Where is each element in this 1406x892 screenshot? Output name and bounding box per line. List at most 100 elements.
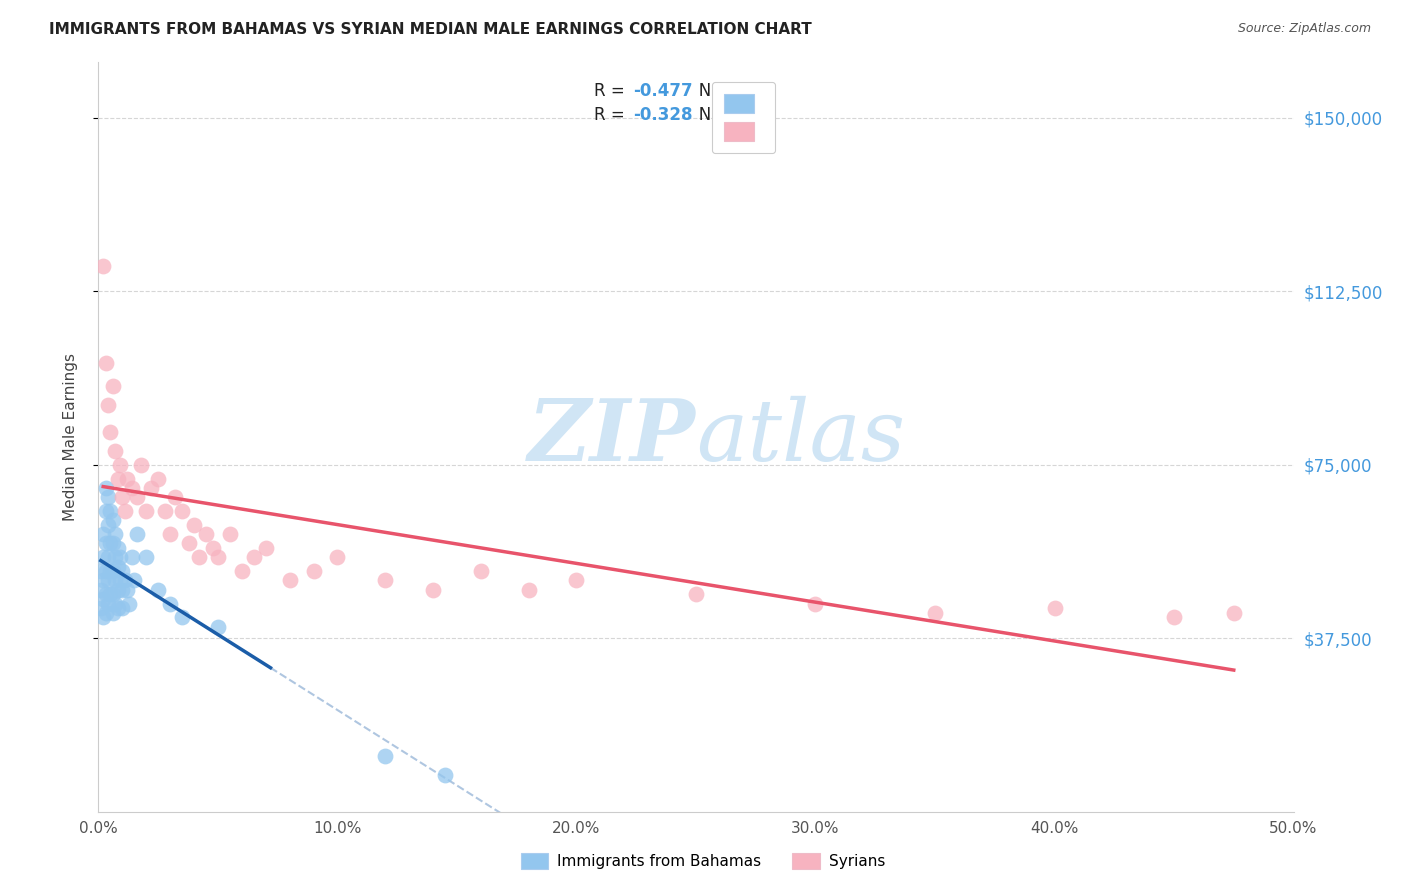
- Point: [111, 582, 134, 597]
- Point: [114, 574, 136, 588]
- Point: [104, 597, 127, 611]
- Point: [278, 574, 301, 588]
- Point: [159, 597, 181, 611]
- Point: [97, 550, 120, 565]
- Point: [924, 606, 946, 620]
- Point: [172, 504, 194, 518]
- Point: [97, 574, 120, 588]
- Point: [135, 550, 157, 565]
- Point: [121, 481, 143, 495]
- Point: [94, 587, 117, 601]
- Point: [685, 587, 707, 601]
- Point: [94, 481, 117, 495]
- Point: [94, 504, 117, 518]
- Point: [111, 564, 134, 578]
- Point: [98, 587, 122, 601]
- Point: [517, 582, 540, 597]
- Point: [104, 574, 127, 588]
- Point: [94, 564, 117, 578]
- Point: [172, 610, 194, 624]
- Point: [111, 490, 134, 504]
- Text: -0.477: -0.477: [633, 82, 692, 100]
- Point: [107, 472, 129, 486]
- Point: [107, 582, 129, 597]
- Point: [101, 536, 124, 550]
- Legend: , : ,: [711, 82, 776, 153]
- Text: atlas: atlas: [696, 396, 905, 478]
- Point: [107, 541, 129, 555]
- Text: R =: R =: [595, 106, 630, 124]
- Point: [118, 597, 141, 611]
- Text: R =: R =: [595, 82, 630, 100]
- Point: [422, 582, 444, 597]
- Point: [434, 768, 457, 782]
- Point: [107, 559, 129, 574]
- Point: [302, 564, 325, 578]
- Point: [254, 541, 277, 555]
- Point: [90, 601, 112, 615]
- Point: [97, 597, 120, 611]
- Text: -0.328: -0.328: [633, 106, 692, 124]
- Point: [94, 536, 117, 550]
- Point: [470, 564, 492, 578]
- Point: [101, 564, 124, 578]
- Point: [91, 591, 114, 606]
- Point: [125, 527, 148, 541]
- Point: [90, 582, 112, 597]
- Point: [183, 518, 205, 533]
- Point: [91, 259, 114, 273]
- Point: [207, 620, 229, 634]
- Point: [91, 527, 114, 541]
- Point: [243, 550, 266, 565]
- Point: [101, 587, 124, 601]
- Point: [104, 444, 127, 458]
- Point: [179, 536, 201, 550]
- Point: [108, 458, 131, 472]
- Point: [565, 574, 588, 588]
- Point: [195, 527, 218, 541]
- Point: [125, 490, 148, 504]
- Point: [155, 504, 177, 518]
- Point: [108, 550, 131, 565]
- Point: [98, 564, 122, 578]
- Point: [148, 582, 170, 597]
- Point: [1043, 601, 1066, 615]
- Point: [374, 749, 396, 764]
- Text: N =: N =: [683, 82, 735, 100]
- Point: [124, 574, 146, 588]
- Legend: Immigrants from Bahamas, Syrians: Immigrants from Bahamas, Syrians: [515, 847, 891, 875]
- Point: [139, 481, 162, 495]
- Y-axis label: Median Male Earnings: Median Male Earnings: [63, 353, 77, 521]
- Point: [121, 550, 143, 565]
- Point: [97, 398, 120, 412]
- Point: [94, 356, 117, 370]
- Point: [98, 536, 122, 550]
- Text: N =: N =: [683, 106, 735, 124]
- Point: [97, 518, 120, 533]
- Point: [163, 490, 186, 504]
- Point: [91, 550, 114, 565]
- Point: [98, 425, 122, 440]
- Point: [108, 574, 131, 588]
- Point: [114, 504, 136, 518]
- Point: [115, 472, 138, 486]
- Point: [326, 550, 349, 565]
- Text: Source: ZipAtlas.com: Source: ZipAtlas.com: [1237, 22, 1371, 36]
- Point: [804, 597, 827, 611]
- Text: IMMIGRANTS FROM BAHAMAS VS SYRIAN MEDIAN MALE EARNINGS CORRELATION CHART: IMMIGRANTS FROM BAHAMAS VS SYRIAN MEDIAN…: [49, 22, 811, 37]
- Point: [101, 513, 124, 527]
- Point: [1223, 606, 1246, 620]
- Point: [131, 458, 153, 472]
- Point: [135, 504, 157, 518]
- Point: [90, 564, 112, 578]
- Text: ZIP: ZIP: [529, 395, 696, 479]
- Point: [104, 550, 127, 565]
- Point: [159, 527, 181, 541]
- Point: [115, 582, 138, 597]
- Point: [202, 541, 225, 555]
- Point: [101, 606, 124, 620]
- Text: 54: 54: [724, 82, 747, 100]
- Point: [107, 601, 129, 615]
- Point: [101, 379, 124, 393]
- Point: [91, 610, 114, 624]
